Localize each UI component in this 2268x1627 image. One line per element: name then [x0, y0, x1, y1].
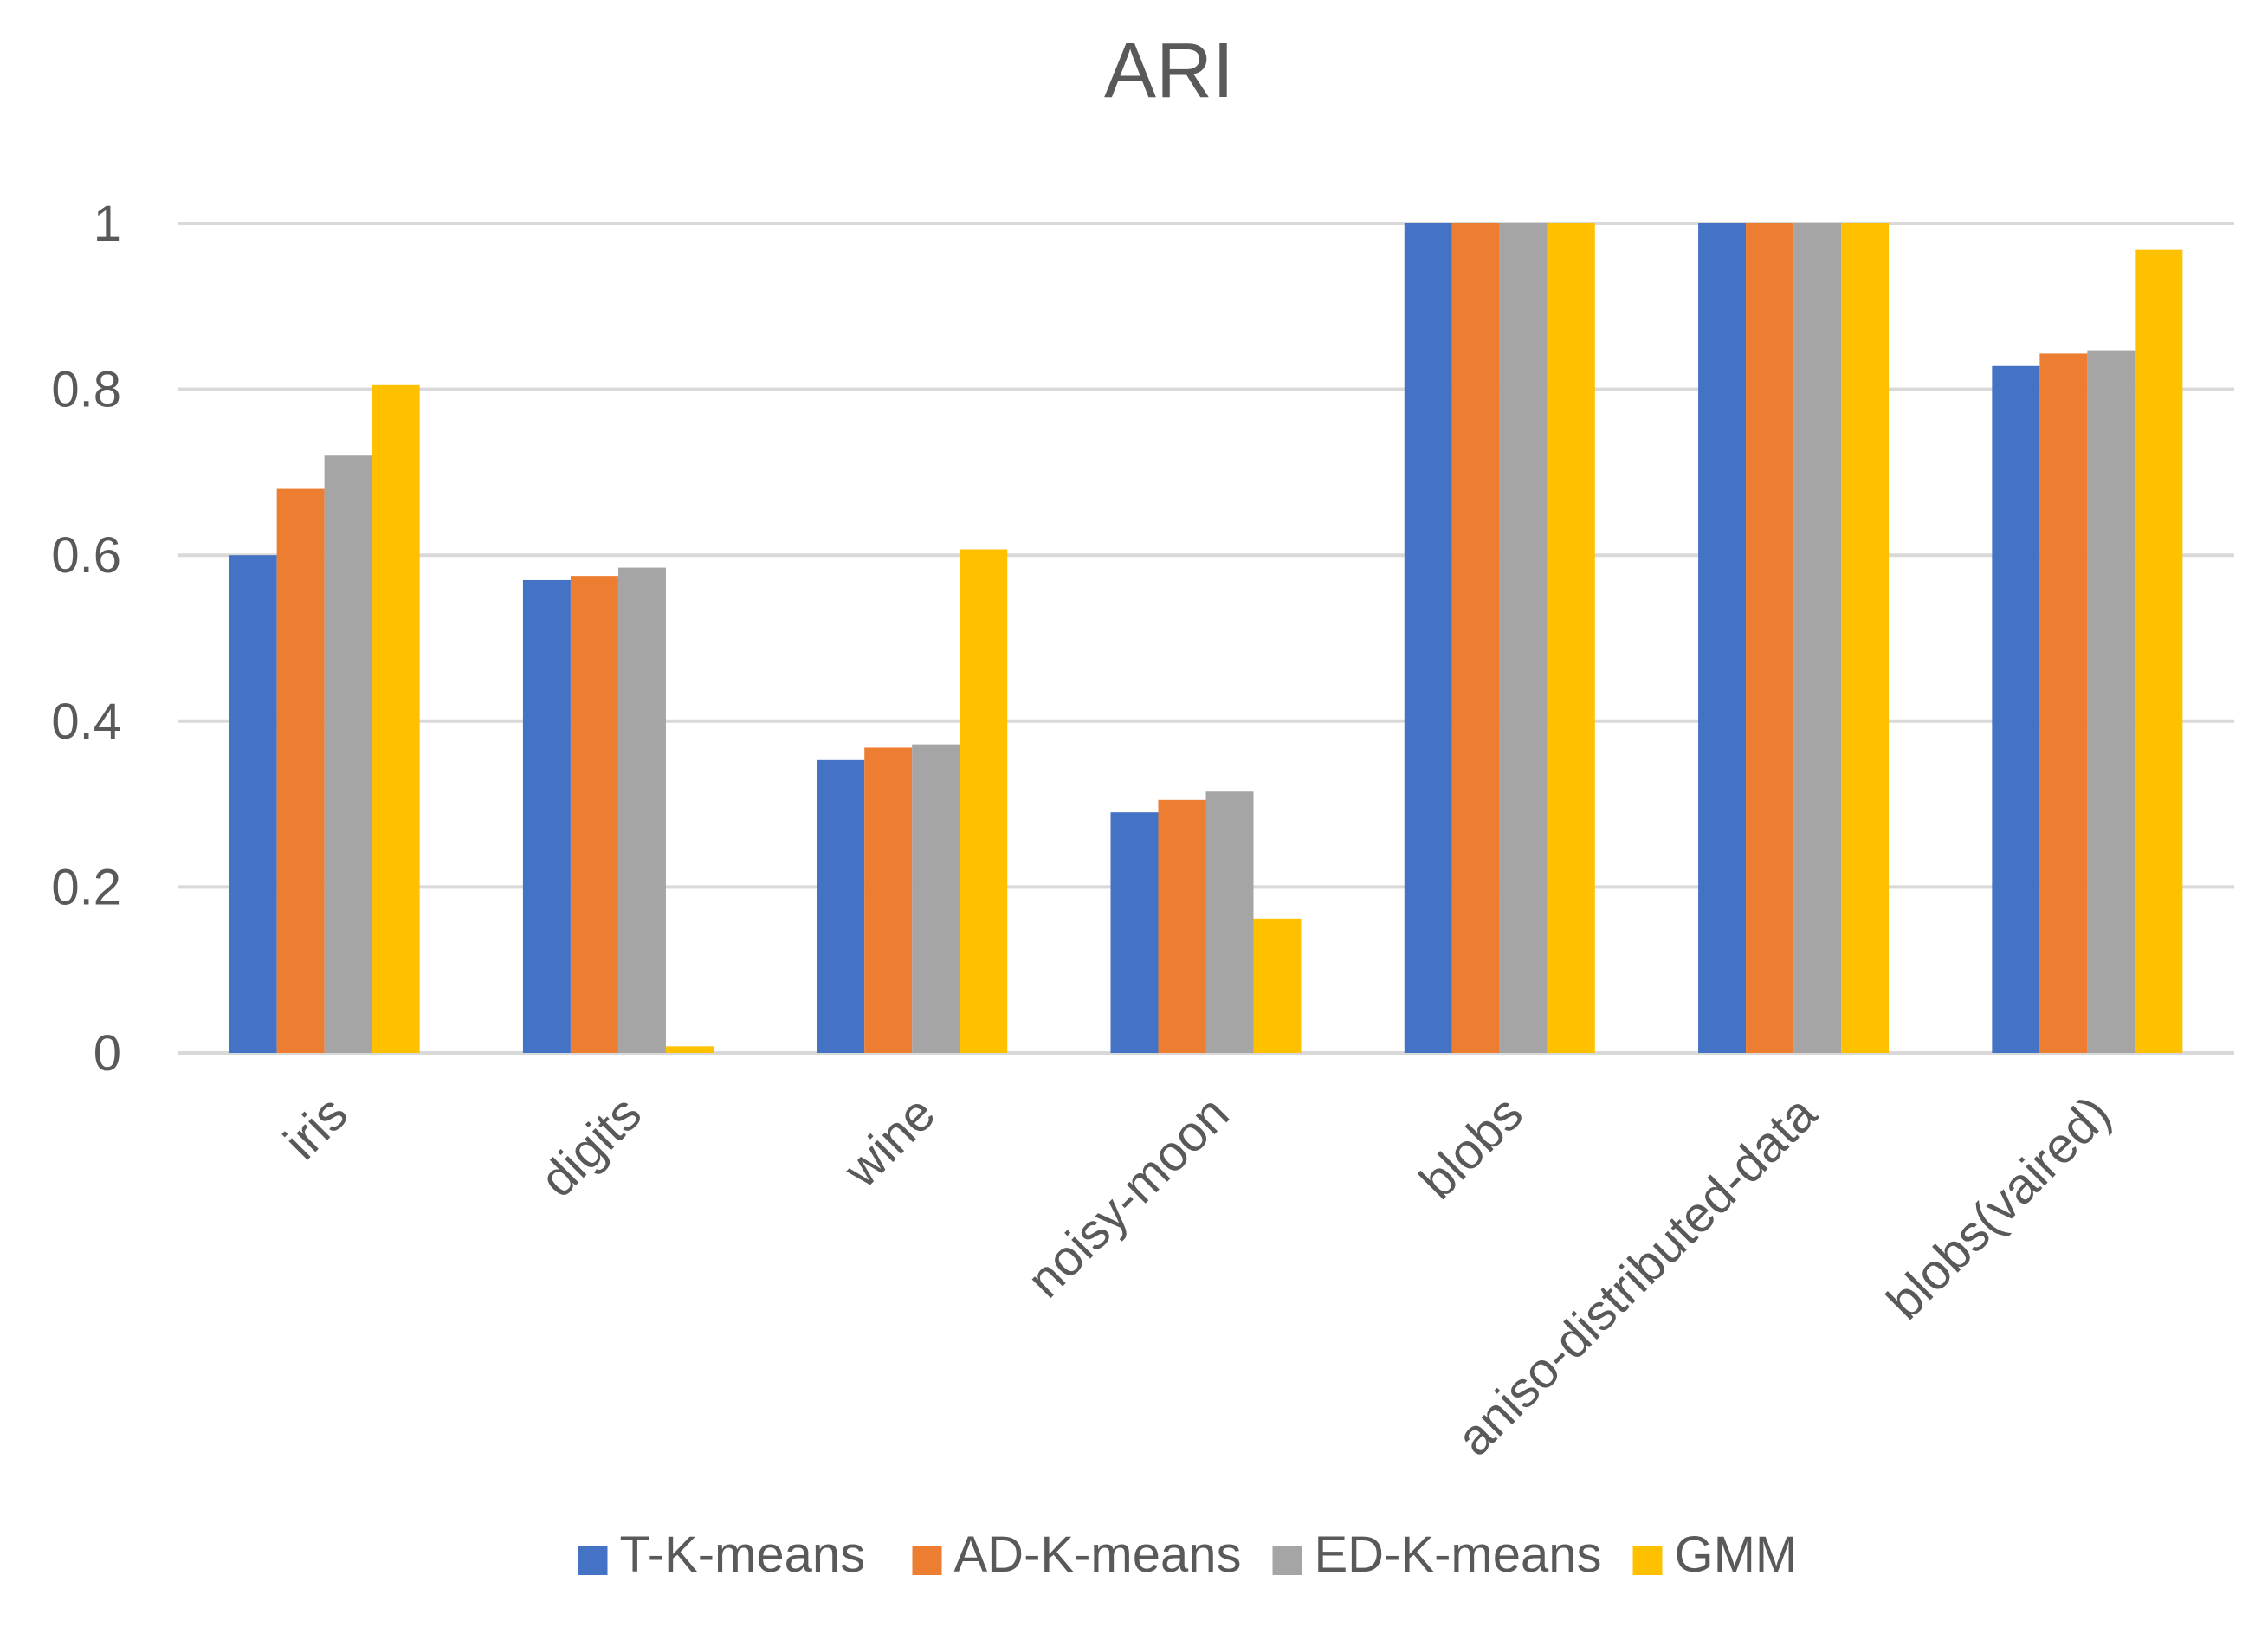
bar-t-k-means-blobs-vaired-	[1992, 365, 2040, 1053]
bar-t-k-means-digits	[522, 579, 571, 1053]
legend: T-K-means AD-K-means ED-K-means GMM	[578, 1527, 1798, 1583]
gridlines	[178, 222, 2234, 1055]
bar-ad-k-means-digits	[570, 576, 618, 1053]
legend-swatch	[912, 1546, 942, 1575]
legend-swatch	[1632, 1546, 1663, 1575]
x-tick-label: blobs(vaired)	[1877, 1085, 2122, 1330]
bar-ed-k-means-iris	[324, 455, 372, 1053]
bar-ad-k-means-aniso-distributed-data	[1746, 223, 1794, 1053]
bar-ed-k-means-aniso-distributed-data	[1793, 223, 1842, 1053]
bar-ed-k-means-blobs-vaired-	[2087, 350, 2136, 1054]
y-axis-ticks: 0 0.2 0.4 0.6 0.8 1	[51, 196, 121, 1081]
bar-t-k-means-iris	[229, 555, 277, 1053]
y-tick-label: 1	[94, 196, 121, 252]
y-tick-label: 0	[94, 1025, 121, 1081]
bar-gmm-iris	[372, 384, 420, 1053]
bar-t-k-means-wine	[817, 759, 865, 1053]
x-tick-label: wine	[832, 1085, 946, 1198]
bar-ad-k-means-blobs	[1451, 223, 1500, 1053]
chart-title: ARI	[1104, 28, 1234, 114]
x-tick-label: blobs	[1409, 1085, 1534, 1210]
y-tick-label: 0.2	[51, 859, 121, 915]
bar-ed-k-means-blobs	[1499, 223, 1548, 1053]
legend-label: AD-K-means	[954, 1527, 1242, 1583]
x-tick-label: noisy-moon	[1017, 1085, 1240, 1308]
bar-ed-k-means-noisy-moon	[1205, 791, 1254, 1053]
bar-t-k-means-noisy-moon	[1110, 812, 1159, 1053]
bar-ed-k-means-digits	[617, 567, 666, 1053]
bar-gmm-blobs-vaired-	[2135, 249, 2183, 1053]
x-axis-labels: iris digits wine noisy-moon blobsaniso-distr…	[273, 1085, 2121, 1467]
bar-t-k-means-blobs	[1404, 223, 1452, 1053]
bar-t-k-means-aniso-distributed-data	[1698, 223, 1747, 1053]
y-tick-label: 0.8	[51, 362, 121, 418]
bar-gmm-blobs	[1547, 223, 1595, 1053]
bar-gmm-wine	[960, 549, 1008, 1053]
bar-ed-k-means-wine	[912, 744, 960, 1053]
bar-ad-k-means-noisy-moon	[1158, 799, 1206, 1053]
bar-ad-k-means-wine	[864, 747, 913, 1053]
y-tick-label: 0.6	[51, 527, 121, 584]
bars	[229, 223, 2183, 1054]
legend-label: ED-K-means	[1315, 1527, 1602, 1583]
legend-label: GMM	[1675, 1527, 1798, 1583]
x-tick-label: iris	[273, 1085, 358, 1170]
y-tick-label: 0.4	[51, 694, 121, 750]
x-tick-label: digits	[529, 1085, 652, 1208]
bar-ad-k-means-blobs-vaired-	[2039, 353, 2088, 1053]
bar-gmm-aniso-distributed-data	[1841, 223, 1890, 1053]
bar-gmm-digits	[665, 1046, 714, 1053]
bar-ad-k-means-iris	[276, 488, 325, 1053]
legend-swatch	[1272, 1546, 1302, 1575]
legend-label: T-K-means	[620, 1527, 866, 1583]
legend-swatch	[578, 1546, 608, 1575]
bar-gmm-noisy-moon	[1253, 918, 1302, 1053]
